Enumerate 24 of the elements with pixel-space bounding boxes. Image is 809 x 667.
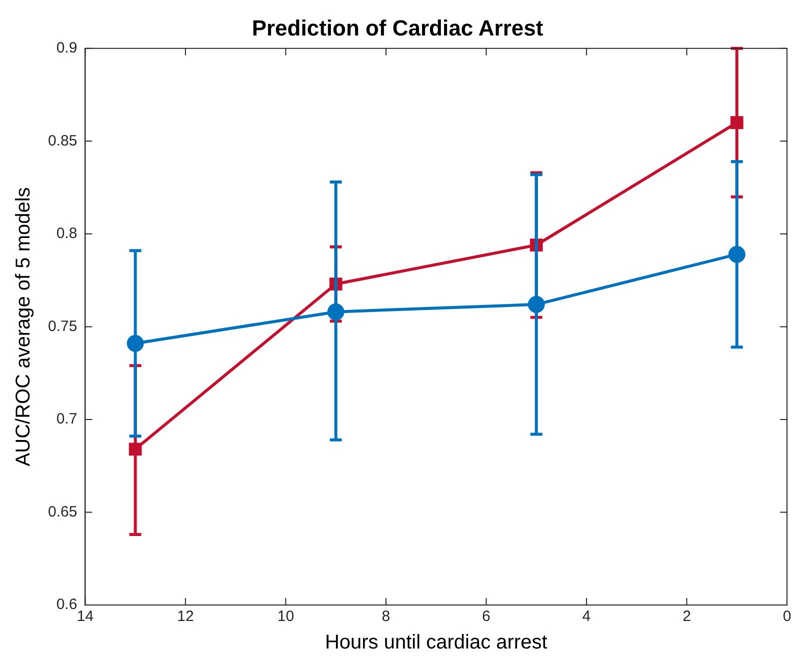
y-tick-label: 0.9 (56, 40, 78, 57)
y-tick-label: 0.7 (56, 410, 78, 428)
x-tick-label: 2 (682, 608, 691, 626)
y-tick-label: 0.75 (48, 318, 78, 335)
x-tick-label: 6 (482, 608, 490, 626)
y-tick-label: 0.8 (56, 225, 78, 242)
y-tick-label: 0.85 (48, 132, 78, 150)
y-axis-title: AUC/ROC average of 5 models (12, 187, 35, 466)
x-tick-label: 14 (76, 608, 94, 626)
point (128, 442, 142, 456)
chart-title: Prediction of Cardiac Arrest (252, 15, 544, 40)
x-tick-label: 4 (582, 608, 591, 626)
x-tick-label: 12 (177, 608, 194, 626)
y-tick-label: 0.65 (48, 503, 78, 520)
point (528, 296, 545, 313)
x-tick-label: 0 (782, 608, 792, 626)
point (730, 116, 744, 130)
point (327, 303, 344, 320)
x-axis-title: Hours until cardiac arrest (324, 632, 548, 654)
point (126, 334, 144, 352)
y-tick-label: 0.6 (56, 596, 78, 614)
point (728, 246, 746, 263)
x-tick-label: 8 (382, 608, 390, 626)
x-tick-label: 10 (277, 608, 294, 626)
